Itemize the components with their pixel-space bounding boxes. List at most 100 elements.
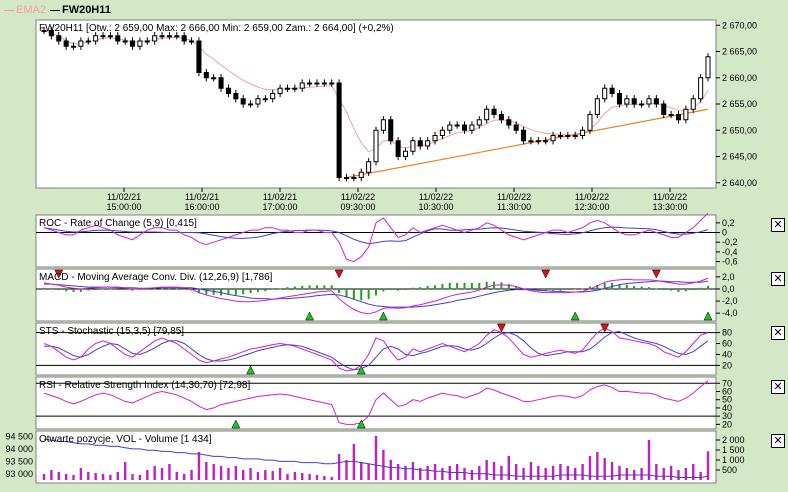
macd-histogram-bar [315,285,318,290]
roc-line [43,212,709,263]
macd-buy-signal [703,311,713,321]
candle-body [675,114,682,121]
volume-bar [330,477,333,480]
volume-bar [175,472,178,480]
candle-body [277,87,283,94]
volume-bar [514,464,518,480]
panel-y-tick-label: 50 [722,395,732,405]
panel-y-tick-label: 2 000 [722,435,745,445]
candle-body [63,40,69,47]
rsi-line [43,380,709,425]
volume-bar [677,470,680,480]
candle-body [225,87,231,94]
x-tick-time: 16:00:00 [184,202,219,212]
macd-sell-signal [541,269,551,279]
volume-bar [610,462,614,480]
volume-bar [337,454,341,480]
volume-bar [323,476,326,480]
candle-body [661,103,667,115]
panel-y-tick-label: -0,4 [722,247,738,257]
candle-body [292,87,298,90]
macd-histogram-bar [670,288,673,291]
candle-body [557,135,563,137]
macd-histogram-bar [588,286,591,290]
macd-histogram-bar [456,282,459,290]
macd-buy-signal [305,311,315,321]
volume-bar [382,450,385,480]
volume-bar [655,464,658,480]
macd-histogram-bar [692,288,695,291]
volume-bar [308,474,311,480]
x-tick-date: 11/02/22 [419,192,453,202]
candle-body [402,150,409,157]
candle-body [137,40,143,47]
open-interest-y-tick-label: 94 000 [5,444,33,454]
volume-bar [492,462,496,480]
candle-body [343,177,350,179]
macd-histogram-bar [404,288,407,291]
candle-body [130,40,136,47]
volume-bar [396,464,400,480]
macd-histogram-bar [574,288,577,290]
candle-body [462,124,468,131]
macd-histogram-bar [72,288,75,292]
volume-bar [42,474,46,480]
trendline [346,108,709,179]
volume-bar [367,464,370,480]
candle-body [639,103,645,106]
candle-body [196,40,202,73]
volume-bar [138,475,142,480]
panel-y-tick-label: 60 [722,387,732,397]
close-macd-panel-button[interactable]: ✕ [771,272,785,286]
macd-histogram-bar [677,288,680,292]
panel-y-tick-label: -4,0 [722,308,738,318]
macd-buy-signal [378,311,388,321]
candle-body [48,30,54,37]
macd-histogram-bar [264,288,267,292]
volume-bar [441,468,444,480]
candle-body [698,77,704,100]
volume-bar [301,473,304,480]
candle-body [705,56,711,79]
panel-title: Otwarte pozycje, VOL - Volume [1 434] [39,434,212,445]
macd-histogram-bar [411,287,414,290]
volume-bar [507,456,510,480]
main-panel-title: FW20H11 [Otw.: 2 659,00 Max: 2 666,00 Mi… [39,23,394,34]
candle-body [439,129,445,136]
macd-histogram-bar [293,286,296,290]
macd-histogram-bar [301,285,304,290]
legend-swatch-ema2 [4,9,14,11]
volume-bar [109,475,112,480]
volume-bar [559,464,562,480]
macd-histogram-bar [375,288,377,296]
macd-histogram-bar [271,288,274,290]
volume-bar [146,470,149,480]
candle-body [631,98,637,105]
panel-y-tick-label: -0,2 [722,237,738,247]
macd-histogram-bar [662,288,665,291]
macd-histogram-bar [43,287,45,290]
volume-bar [271,471,274,480]
close-volume-panel-button[interactable]: ✕ [771,434,785,448]
volume-bar [72,475,75,480]
macd-histogram-bar [153,288,156,290]
macd-histogram-bar [434,285,437,290]
candle-body [668,114,674,116]
volume-bar [87,472,90,480]
candle-body [425,140,431,147]
panel-y-tick-label: 70 [722,378,732,388]
candle-body [543,140,549,143]
close-rsi-panel-button[interactable]: ✕ [771,380,785,394]
candle-body [255,98,261,105]
macd-histogram-bar [338,288,341,294]
volume-bar [463,468,466,480]
close-roc-panel-button[interactable]: ✕ [771,218,785,232]
candle-body [528,140,534,143]
macd-histogram-bar [116,288,119,291]
main-y-tick-label: 2 665,00 [722,47,757,57]
close-sts-panel-button[interactable]: ✕ [771,326,785,340]
legend-label-fw20h11: FW20H11 [61,4,111,16]
macd-histogram-bar [448,282,451,290]
sts-d-line [44,330,709,371]
macd-histogram-bar [500,282,503,290]
